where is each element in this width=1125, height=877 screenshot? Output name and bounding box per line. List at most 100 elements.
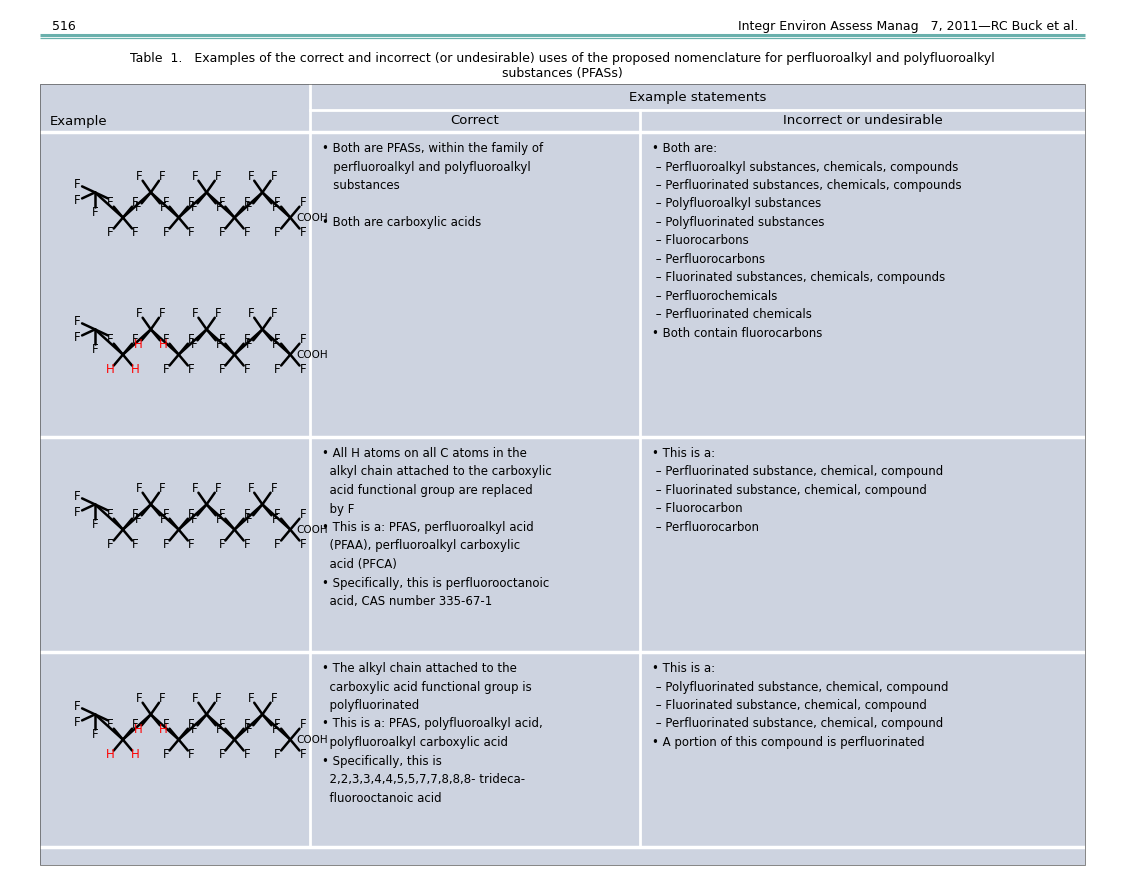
Text: F: F bbox=[218, 363, 225, 376]
Text: H: H bbox=[132, 363, 140, 376]
Text: F: F bbox=[299, 226, 306, 239]
Text: F: F bbox=[274, 333, 281, 346]
Text: F: F bbox=[188, 718, 195, 731]
Text: F: F bbox=[133, 718, 140, 731]
Text: F: F bbox=[74, 332, 80, 345]
Text: F: F bbox=[135, 201, 142, 214]
Text: F: F bbox=[246, 338, 253, 351]
Text: COOH: COOH bbox=[297, 212, 328, 223]
Text: F: F bbox=[274, 718, 281, 731]
Text: Example statements: Example statements bbox=[629, 90, 766, 103]
Text: F: F bbox=[274, 363, 281, 376]
Text: F: F bbox=[159, 307, 165, 320]
Text: F: F bbox=[188, 226, 195, 239]
Text: F: F bbox=[248, 481, 254, 495]
Text: F: F bbox=[274, 508, 281, 521]
Text: F: F bbox=[272, 513, 279, 526]
Text: F: F bbox=[244, 333, 251, 346]
Text: F: F bbox=[244, 538, 251, 552]
Text: H: H bbox=[132, 748, 140, 761]
Text: F: F bbox=[218, 538, 225, 552]
Text: F: F bbox=[248, 169, 254, 182]
Text: F: F bbox=[159, 692, 165, 705]
Text: F: F bbox=[74, 315, 80, 327]
Text: H: H bbox=[106, 363, 115, 376]
Text: F: F bbox=[215, 692, 222, 705]
Text: F: F bbox=[188, 196, 195, 209]
Text: F: F bbox=[270, 692, 277, 705]
Text: F: F bbox=[163, 538, 169, 552]
Text: • This is a:
 – Polyfluorinated substance, chemical, compound
 – Fluorinated sub: • This is a: – Polyfluorinated substance… bbox=[652, 662, 948, 749]
Text: F: F bbox=[188, 748, 195, 761]
Text: • Both are:
 – Perfluoroalkyl substances, chemicals, compounds
 – Perfluorinated: • Both are: – Perfluoroalkyl substances,… bbox=[652, 142, 962, 340]
Text: F: F bbox=[246, 723, 253, 736]
Text: F: F bbox=[216, 201, 223, 214]
Text: F: F bbox=[274, 748, 281, 761]
Text: F: F bbox=[192, 169, 198, 182]
Text: F: F bbox=[92, 517, 98, 531]
Text: F: F bbox=[133, 196, 140, 209]
Text: F: F bbox=[192, 692, 198, 705]
Text: COOH: COOH bbox=[297, 735, 328, 745]
Text: F: F bbox=[92, 343, 98, 356]
Text: F: F bbox=[188, 538, 195, 552]
Text: F: F bbox=[274, 226, 281, 239]
Text: F: F bbox=[244, 748, 251, 761]
Text: F: F bbox=[216, 513, 223, 526]
Text: F: F bbox=[107, 538, 114, 552]
Text: • Both are PFASs, within the family of
   perfluoroalkyl and polyfluoroalkyl
   : • Both are PFASs, within the family of p… bbox=[322, 142, 543, 229]
Text: F: F bbox=[136, 169, 143, 182]
Text: F: F bbox=[163, 196, 169, 209]
Text: F: F bbox=[272, 201, 279, 214]
Text: F: F bbox=[299, 196, 306, 209]
Text: Correct: Correct bbox=[451, 115, 500, 127]
Text: F: F bbox=[246, 513, 253, 526]
Text: F: F bbox=[216, 723, 223, 736]
Bar bbox=[40, 84, 1084, 865]
Text: Integr Environ Assess Manag   7, 2011—RC Buck et al.: Integr Environ Assess Manag 7, 2011—RC B… bbox=[738, 20, 1078, 33]
Text: • All H atoms on all C atoms in the
  alkyl chain attached to the carboxylic
  a: • All H atoms on all C atoms in the alky… bbox=[322, 447, 551, 608]
Text: COOH: COOH bbox=[297, 350, 328, 360]
Text: F: F bbox=[299, 538, 306, 552]
Text: H: H bbox=[134, 338, 143, 351]
Text: F: F bbox=[299, 508, 306, 521]
Text: F: F bbox=[218, 226, 225, 239]
Text: F: F bbox=[163, 333, 169, 346]
Text: F: F bbox=[136, 307, 143, 320]
Text: F: F bbox=[163, 718, 169, 731]
Text: F: F bbox=[163, 748, 169, 761]
Text: F: F bbox=[163, 363, 169, 376]
Text: F: F bbox=[107, 196, 114, 209]
Text: F: F bbox=[244, 363, 251, 376]
Text: F: F bbox=[74, 177, 80, 190]
Text: COOH: COOH bbox=[297, 524, 328, 535]
Text: F: F bbox=[74, 195, 80, 207]
Text: F: F bbox=[244, 196, 251, 209]
Text: F: F bbox=[299, 748, 306, 761]
Text: F: F bbox=[160, 201, 166, 214]
Text: F: F bbox=[218, 196, 225, 209]
Text: F: F bbox=[159, 169, 165, 182]
Bar bbox=[40, 84, 1084, 865]
Text: F: F bbox=[74, 506, 80, 519]
Text: F: F bbox=[188, 333, 195, 346]
Text: F: F bbox=[218, 748, 225, 761]
Text: F: F bbox=[299, 718, 306, 731]
Text: F: F bbox=[107, 718, 114, 731]
Text: Example: Example bbox=[50, 115, 108, 127]
Text: F: F bbox=[188, 363, 195, 376]
Text: F: F bbox=[92, 206, 98, 218]
Text: F: F bbox=[270, 169, 277, 182]
Text: 516: 516 bbox=[52, 20, 75, 33]
Text: • The alkyl chain attached to the
  carboxylic acid functional group is
  polyfl: • The alkyl chain attached to the carbox… bbox=[322, 662, 542, 804]
Text: F: F bbox=[248, 307, 254, 320]
Text: F: F bbox=[272, 338, 279, 351]
Text: F: F bbox=[135, 513, 142, 526]
Text: F: F bbox=[215, 481, 222, 495]
Text: F: F bbox=[133, 538, 140, 552]
Text: F: F bbox=[190, 338, 197, 351]
Text: • This is a:
 – Perfluorinated substance, chemical, compound
 – Fluorinated subs: • This is a: – Perfluorinated substance,… bbox=[652, 447, 943, 534]
Text: F: F bbox=[107, 508, 114, 521]
Text: F: F bbox=[270, 481, 277, 495]
Text: F: F bbox=[107, 333, 114, 346]
